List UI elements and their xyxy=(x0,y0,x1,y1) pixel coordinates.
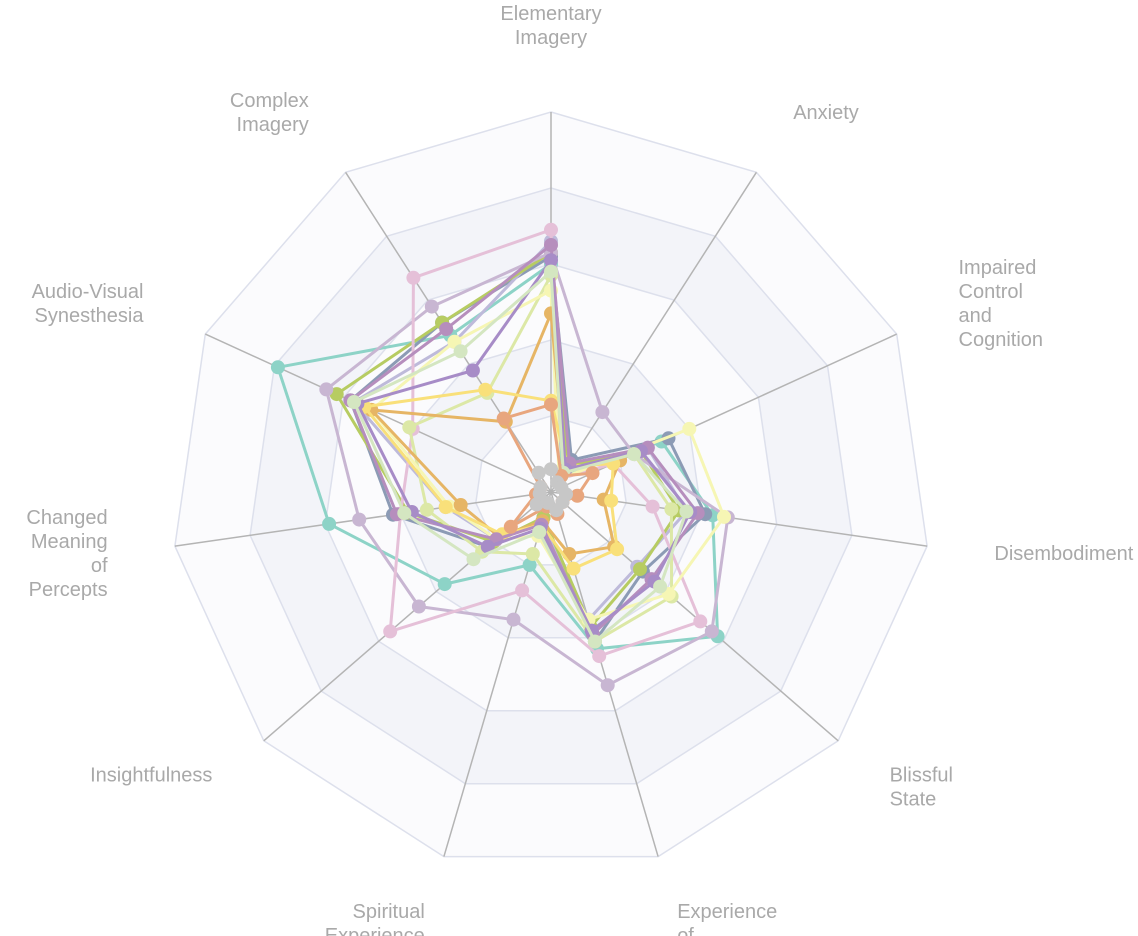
data-point xyxy=(544,253,558,268)
data-point xyxy=(352,512,367,527)
data-point xyxy=(437,577,452,592)
data-point xyxy=(704,624,719,639)
data-point xyxy=(515,583,530,598)
axis-spoke xyxy=(204,333,552,493)
axis-label: Elementary Imagery xyxy=(500,3,601,49)
data-point xyxy=(544,397,558,412)
axis-label: Changed Meaning of Percepts xyxy=(26,507,108,601)
grid-ring xyxy=(399,339,703,639)
data-point xyxy=(645,499,660,514)
data-point xyxy=(544,264,558,279)
data-point xyxy=(402,420,417,435)
axis-label: Impaired Control and Cognition xyxy=(959,257,1044,351)
data-point xyxy=(411,599,426,614)
axis-label: Complex Imagery xyxy=(230,90,309,136)
grid-ring xyxy=(174,111,928,858)
data-point xyxy=(270,360,285,375)
axis-label: Spiritual Experience xyxy=(325,901,425,936)
series-line xyxy=(362,388,619,571)
axis-label: Audio-Visual Synesthesia xyxy=(32,281,145,327)
data-point xyxy=(465,363,480,378)
axis-label: Insightfulness xyxy=(90,764,212,786)
data-point xyxy=(329,387,344,402)
data-point xyxy=(595,405,610,420)
data-point xyxy=(604,493,619,508)
data-point xyxy=(525,547,540,561)
data-point xyxy=(664,502,679,517)
data-point xyxy=(633,562,647,577)
axis-spoke xyxy=(550,171,758,493)
data-point xyxy=(322,516,337,531)
radar-series-layer xyxy=(270,222,735,693)
data-point xyxy=(544,238,558,252)
data-point xyxy=(439,322,454,336)
grid-ring xyxy=(249,187,853,785)
data-point xyxy=(592,649,607,664)
data-point xyxy=(600,678,615,693)
data-point xyxy=(585,466,600,481)
data-point xyxy=(533,480,548,495)
series-line xyxy=(388,228,702,658)
axis-label: Anxiety xyxy=(793,102,859,124)
data-point xyxy=(496,411,511,426)
series-line xyxy=(352,270,688,643)
series-line xyxy=(324,251,730,687)
data-point xyxy=(544,222,558,237)
data-point xyxy=(531,465,546,480)
data-point xyxy=(532,525,547,540)
data-point xyxy=(679,504,694,519)
data-point xyxy=(453,498,468,512)
data-point xyxy=(383,624,398,639)
data-point xyxy=(522,557,537,572)
data-point xyxy=(438,500,453,515)
data-point xyxy=(503,519,518,534)
axis-label: ExperienceofUnity xyxy=(677,901,777,936)
data-point xyxy=(506,612,521,627)
data-point xyxy=(397,506,412,521)
axis-label: Disembodiment xyxy=(994,543,1133,565)
data-point xyxy=(717,509,731,524)
data-point xyxy=(540,495,555,510)
data-point xyxy=(529,497,544,512)
data-point xyxy=(466,552,481,567)
radar-axis-labels: Elementary Imagery Anxiety Impaired Control a… xyxy=(26,3,1133,936)
data-point xyxy=(587,634,602,649)
data-point xyxy=(453,344,468,359)
data-point xyxy=(419,502,434,517)
data-point xyxy=(566,561,581,576)
data-point xyxy=(424,299,439,314)
data-point xyxy=(610,542,625,557)
data-point xyxy=(653,579,668,594)
data-point xyxy=(480,539,495,554)
radar-series xyxy=(529,462,573,518)
data-point xyxy=(693,614,708,629)
axis-spoke xyxy=(550,491,839,742)
data-point xyxy=(319,382,334,397)
data-point xyxy=(627,447,641,462)
data-point xyxy=(682,421,697,436)
data-point xyxy=(347,395,361,409)
data-point xyxy=(478,382,493,397)
axis-label: Blissful State xyxy=(890,764,953,810)
data-point xyxy=(406,270,421,285)
data-point xyxy=(544,462,558,477)
radar-series xyxy=(347,264,694,649)
data-point xyxy=(570,488,585,503)
